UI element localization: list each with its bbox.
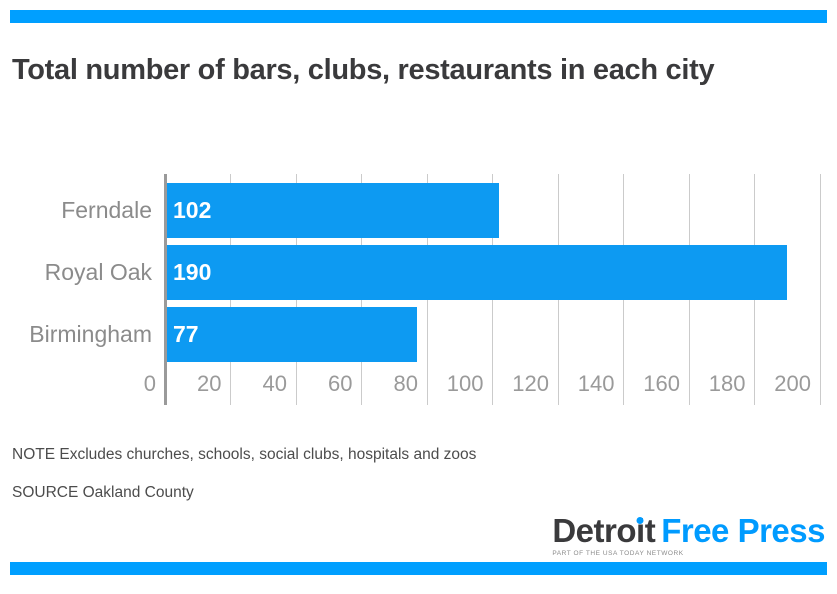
bar-value-label: 102 [173, 197, 212, 223]
bar: 102 [165, 183, 500, 238]
bar: 77 [165, 307, 418, 362]
bar-value-label: 77 [173, 321, 199, 347]
bar: 190 [165, 245, 788, 300]
x-tick-label: 100 [446, 371, 484, 396]
x-tick-label: 60 [328, 371, 353, 396]
gridline [819, 174, 821, 405]
logo-tagline: PART OF THE USA TODAY NETWORK [552, 550, 684, 557]
note-text: NOTE Excludes churches, schools, social … [12, 446, 477, 463]
bottom-accent-stripe [10, 562, 827, 575]
top-accent-stripe [10, 10, 827, 23]
chart-title: Total number of bars, clubs, restaurants… [12, 54, 715, 86]
bar-chart-plot-area: 0 20 40 60 80 100 120 140 160 180 200 Ferndale 102 Ro… [29, 174, 821, 409]
source-text: SOURCE Oakland County [12, 484, 194, 501]
category-label: Birmingham [29, 321, 152, 347]
x-tick-label: 120 [512, 371, 549, 396]
x-tick-label: 20 [197, 371, 222, 396]
logo-i-blue-dot: i [636, 512, 645, 549]
x-tick-label: 180 [708, 371, 746, 396]
logo-detroit-text: Detroit [552, 512, 656, 549]
publisher-logo-wordmark: Detroit Free Press [552, 514, 825, 548]
x-tick-label: 200 [774, 371, 811, 396]
category-label: Royal Oak [44, 259, 152, 285]
category-label: Ferndale [61, 197, 152, 223]
x-tick-label: 80 [393, 371, 418, 396]
x-tick-label: 140 [577, 371, 615, 396]
x-tick-label: 40 [262, 371, 287, 396]
logo-free-press-text: Free Press [661, 512, 825, 549]
publisher-logo: Detroit Free Press PART OF THE USA TODAY … [552, 514, 825, 558]
bar-value-label: 190 [173, 259, 212, 285]
x-tick-label: 0 [143, 371, 156, 396]
y-axis-line [164, 174, 167, 405]
x-tick-label: 160 [643, 371, 680, 396]
